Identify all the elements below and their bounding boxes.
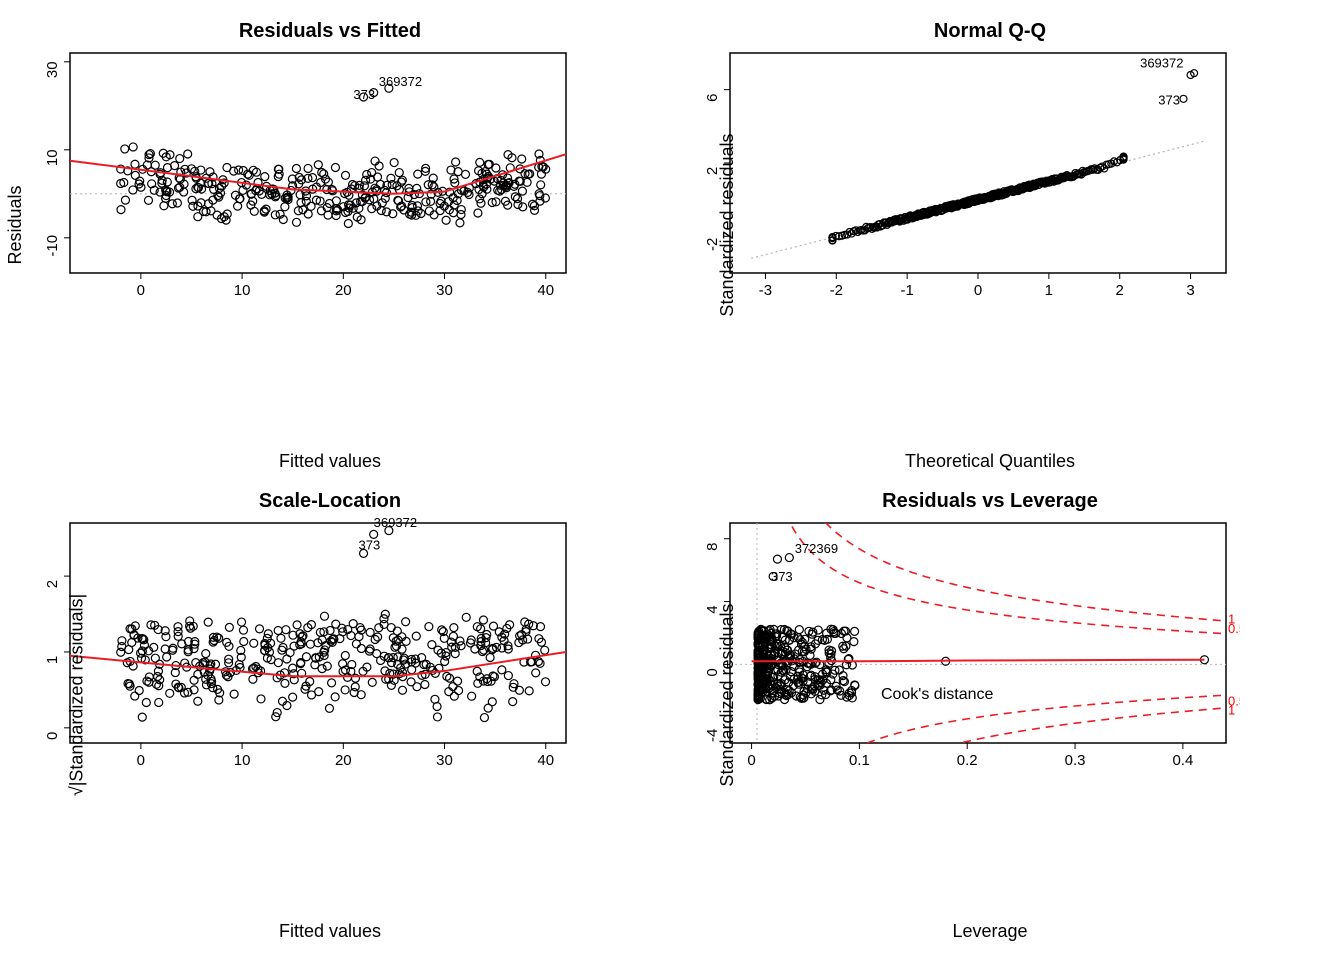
panel-normal-qq: Normal Q-Q -3-2-10123-226369372373 Stand… <box>680 20 1300 430</box>
svg-text:0.2: 0.2 <box>957 752 978 769</box>
svg-text:0: 0 <box>137 282 145 299</box>
svg-text:20: 20 <box>335 752 352 769</box>
svg-text:20: 20 <box>335 282 352 299</box>
svg-text:10: 10 <box>234 752 251 769</box>
panel-scale-location: Scale-Location 0 10 20 30 40 0 1 2 369372 373 √|S… <box>20 490 640 900</box>
svg-text:1: 1 <box>44 656 61 664</box>
svg-text:0: 0 <box>137 752 145 769</box>
svg-text:0.5: 0.5 <box>1228 621 1240 636</box>
plot4-title: Residuals vs Leverage <box>680 490 1300 513</box>
svg-text:-3: -3 <box>759 282 772 299</box>
plot1-ylabel: Residuals <box>5 185 26 264</box>
plot1-xlabel: Fitted values <box>20 451 640 472</box>
svg-text:373: 373 <box>358 538 380 553</box>
svg-text:373: 373 <box>353 87 375 102</box>
svg-text:0: 0 <box>747 752 755 769</box>
plot1-title: Residuals vs Fitted <box>20 20 640 43</box>
svg-text:0.1: 0.1 <box>849 752 870 769</box>
svg-text:1: 1 <box>1045 282 1053 299</box>
svg-text:0.3: 0.3 <box>1065 752 1086 769</box>
svg-text:2: 2 <box>1116 282 1124 299</box>
panel-residuals-vs-fitted: Residuals vs Fitted 0 10 20 30 40 -10 10 30 3693… <box>20 20 640 430</box>
plot3-ylabel: √|Standardized residuals| <box>67 594 88 796</box>
svg-text:-10: -10 <box>44 235 61 257</box>
svg-text:30: 30 <box>436 282 453 299</box>
svg-text:0: 0 <box>974 282 982 299</box>
svg-text:10: 10 <box>234 282 251 299</box>
plot3-xlabel: Fitted values <box>20 921 640 942</box>
svg-text:40: 40 <box>537 752 554 769</box>
plot2-svg: -3-2-10123-226369372373 <box>680 47 1240 307</box>
plot2-title: Normal Q-Q <box>680 20 1300 43</box>
svg-text:10: 10 <box>44 149 61 166</box>
svg-text:373: 373 <box>1158 92 1180 107</box>
svg-text:30: 30 <box>436 752 453 769</box>
svg-text:Cook's distance: Cook's distance <box>881 686 994 703</box>
panel-residuals-vs-leverage: Residuals vs Leverage 00.10.20.30.4-4048… <box>680 490 1300 900</box>
svg-text:369372: 369372 <box>379 74 422 89</box>
svg-text:373: 373 <box>771 569 793 584</box>
svg-text:0.4: 0.4 <box>1172 752 1193 769</box>
svg-text:369372: 369372 <box>374 517 417 530</box>
plot2-xlabel: Theoretical Quantiles <box>680 451 1300 472</box>
plot4-xlabel: Leverage <box>680 921 1300 942</box>
svg-text:-2: -2 <box>830 282 843 299</box>
plot3-title: Scale-Location <box>20 490 640 513</box>
plot4-ylabel: Standardized residuals <box>717 603 738 786</box>
svg-text:6: 6 <box>704 93 721 101</box>
svg-text:3: 3 <box>1186 282 1194 299</box>
plot2-ylabel: Standardized residuals <box>717 133 738 316</box>
plot3-svg: 0 10 20 30 40 0 1 2 369372 373 <box>20 517 580 777</box>
svg-text:8: 8 <box>704 543 721 551</box>
svg-text:0: 0 <box>44 732 61 740</box>
diagnostic-plots-grid: Residuals vs Fitted 010203040-1010303693… <box>20 20 1300 900</box>
plot4-svg: 00.10.20.30.4-4048372369373Cook's distan… <box>680 517 1240 777</box>
svg-text:-1: -1 <box>900 282 913 299</box>
plot1-svg: 0 10 20 30 40 -10 10 30 369372 373 <box>20 47 580 307</box>
svg-text:30: 30 <box>44 61 61 78</box>
svg-text:2: 2 <box>44 580 61 588</box>
svg-text:1: 1 <box>1228 703 1235 718</box>
svg-text:40: 40 <box>537 282 554 299</box>
svg-text:369372: 369372 <box>1140 56 1183 71</box>
svg-text:372369: 372369 <box>795 541 838 556</box>
